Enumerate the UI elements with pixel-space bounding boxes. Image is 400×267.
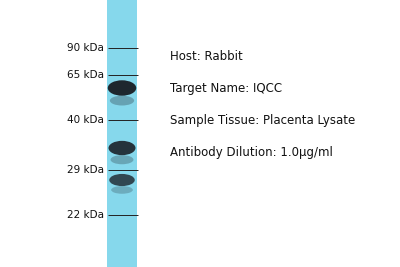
Ellipse shape: [108, 80, 136, 96]
Text: 65 kDa: 65 kDa: [67, 70, 104, 80]
Bar: [107, 0, 137, 267]
Ellipse shape: [110, 96, 134, 105]
Text: 40 kDa: 40 kDa: [67, 115, 104, 125]
Text: Antibody Dilution: 1.0μg/ml: Antibody Dilution: 1.0μg/ml: [170, 146, 333, 159]
Ellipse shape: [108, 141, 136, 155]
Ellipse shape: [111, 186, 133, 194]
Text: 29 kDa: 29 kDa: [67, 165, 104, 175]
Text: Target Name: IQCC: Target Name: IQCC: [170, 82, 282, 95]
Text: Sample Tissue: Placenta Lysate: Sample Tissue: Placenta Lysate: [170, 114, 355, 127]
Text: 90 kDa: 90 kDa: [67, 43, 104, 53]
Ellipse shape: [109, 174, 135, 186]
Text: 22 kDa: 22 kDa: [67, 210, 104, 220]
Text: Host: Rabbit: Host: Rabbit: [170, 50, 243, 63]
Ellipse shape: [110, 155, 134, 164]
